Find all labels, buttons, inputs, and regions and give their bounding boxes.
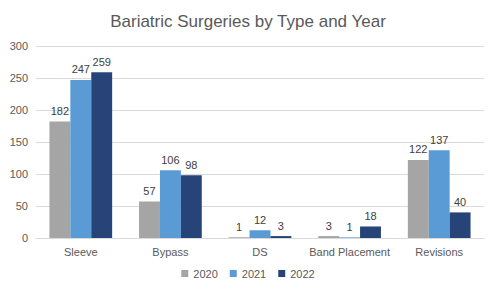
svg-text:300: 300 — [10, 40, 28, 52]
svg-text:Bypass: Bypass — [152, 246, 189, 258]
svg-text:100: 100 — [10, 168, 28, 180]
svg-text:Sleeve: Sleeve — [64, 246, 98, 258]
svg-text:3: 3 — [278, 220, 284, 232]
svg-text:1: 1 — [236, 221, 242, 233]
svg-text:2020: 2020 — [193, 268, 217, 280]
svg-text:2022: 2022 — [290, 268, 314, 280]
svg-text:Bariatric Surgeries by Type an: Bariatric Surgeries by Type and Year — [110, 12, 386, 31]
svg-text:Revisions: Revisions — [415, 246, 463, 258]
svg-text:3: 3 — [326, 220, 332, 232]
svg-text:40: 40 — [454, 196, 466, 208]
svg-text:DS: DS — [252, 246, 267, 258]
svg-text:200: 200 — [10, 104, 28, 116]
svg-text:12: 12 — [254, 214, 266, 226]
svg-text:2021: 2021 — [242, 268, 266, 280]
svg-text:Band Placement: Band Placement — [309, 246, 390, 258]
svg-text:137: 137 — [430, 134, 448, 146]
svg-text:50: 50 — [16, 200, 28, 212]
svg-text:18: 18 — [364, 210, 376, 222]
svg-text:259: 259 — [93, 56, 111, 68]
svg-text:250: 250 — [10, 72, 28, 84]
svg-text:122: 122 — [409, 143, 427, 155]
svg-text:98: 98 — [185, 159, 197, 171]
svg-text:150: 150 — [10, 136, 28, 148]
svg-text:57: 57 — [143, 185, 155, 197]
svg-text:106: 106 — [161, 154, 179, 166]
svg-text:1: 1 — [347, 221, 353, 233]
svg-text:0: 0 — [22, 232, 28, 244]
svg-text:247: 247 — [72, 63, 90, 75]
svg-text:182: 182 — [51, 105, 69, 117]
